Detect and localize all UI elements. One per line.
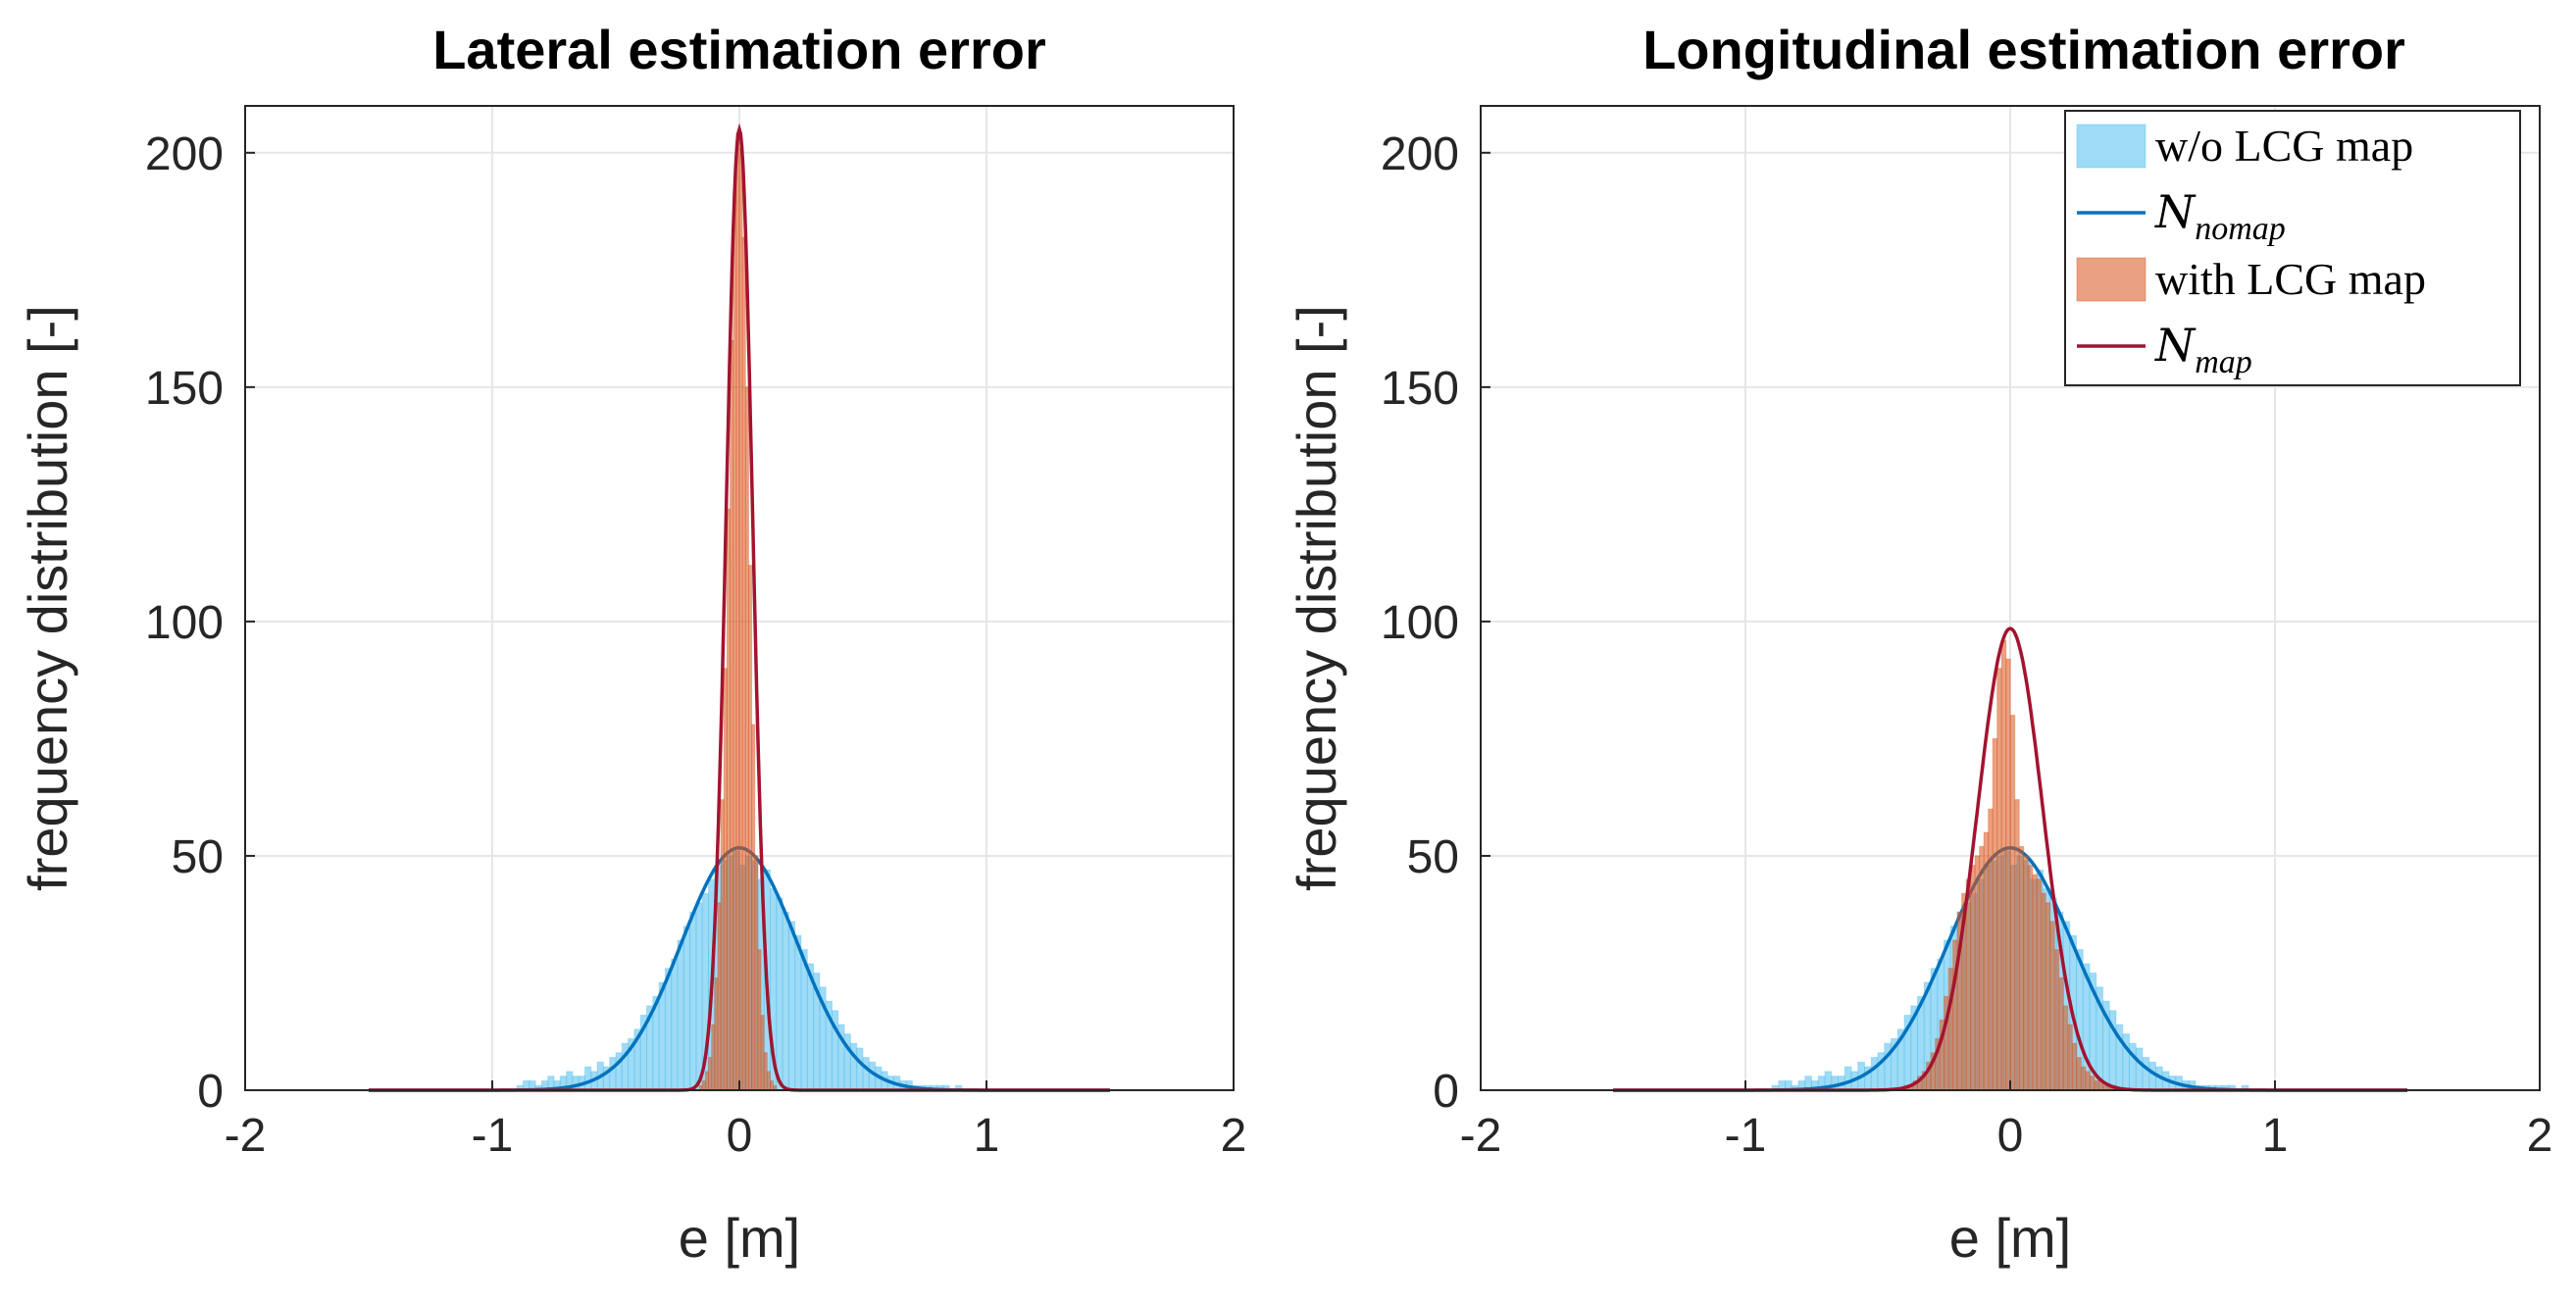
legend-label: Nmap <box>2154 319 2252 380</box>
x-tick-label: -1 <box>472 1110 514 1162</box>
histogram-bar <box>2080 1066 2087 1091</box>
x-tick-label: -1 <box>1725 1110 1767 1162</box>
histogram-bar <box>2045 902 2051 1091</box>
y-tick-label: 0 <box>197 1066 224 1118</box>
y-tick-label: 200 <box>1381 128 1459 180</box>
x-tick-label: 0 <box>1997 1110 2024 1162</box>
histogram-bar <box>1983 831 1990 1091</box>
histogram-bar <box>2053 949 2060 1091</box>
histogram-bar <box>1992 737 1998 1091</box>
y-tick-label: 200 <box>145 128 224 180</box>
histogram-bar <box>2000 639 2007 1091</box>
histogram-bar <box>2076 1057 2082 1091</box>
histogram-bar <box>800 949 808 1091</box>
histogram-bar <box>2005 658 2011 1091</box>
legend: w/o LCG map Nnomap with LCG map Nmap <box>2064 110 2521 386</box>
histogram-bar <box>2023 855 2029 1091</box>
x-tick-label: -2 <box>1460 1110 1502 1162</box>
y-tick-label: 50 <box>172 831 224 883</box>
y-tick-label: 0 <box>1433 1066 1459 1118</box>
histogram-bar <box>2049 921 2055 1091</box>
histogram-bar <box>2058 976 2064 1091</box>
histogram-bar <box>2027 865 2034 1091</box>
histogram-bar <box>1965 878 1972 1091</box>
legend-label: Nnomap <box>2154 185 2286 247</box>
histogram-bar <box>1988 808 1994 1091</box>
x-tick-label: -2 <box>225 1110 267 1162</box>
x-tick-label: 2 <box>1221 1110 1247 1162</box>
chart-title: Lateral estimation error <box>432 19 1046 80</box>
x-axis-label: e [m] <box>679 1207 800 1269</box>
histogram-bar <box>787 921 796 1091</box>
histogram-bar <box>2036 878 2043 1091</box>
histogram-bar <box>2085 1071 2091 1091</box>
histogram-bar <box>689 911 697 1091</box>
histogram-bar <box>782 911 789 1091</box>
histogram-bar <box>868 1061 877 1091</box>
y-tick-label: 150 <box>145 363 224 415</box>
histogram-bar <box>1974 855 1981 1091</box>
histogram-bar <box>572 1076 580 1091</box>
histogram-bar <box>2071 1042 2078 1091</box>
x-axis-label: e [m] <box>1949 1207 2071 1269</box>
histogram-bar <box>682 926 691 1091</box>
histogram-bar <box>2032 874 2038 1091</box>
y-tick-label: 100 <box>145 597 224 649</box>
histogram-bar <box>862 1057 870 1091</box>
histogram-bar <box>2041 892 2046 1091</box>
histogram-bar <box>2142 1057 2150 1091</box>
chart-title: Longitudinal estimation error <box>1642 19 2405 80</box>
chart-panel-0: -2 -1 0 1 2 0 50 100 150 200 Lateral estimation er… <box>17 19 1246 1269</box>
histogram-bar <box>1979 845 1985 1091</box>
legend-label: with LCG map <box>2155 254 2426 304</box>
histogram-bar <box>2089 1076 2096 1091</box>
histogram-bar <box>2018 845 2025 1091</box>
histogram-bar <box>794 934 802 1091</box>
histogram-bar <box>1996 668 2002 1091</box>
y-axis-label: frequency distribution [-] <box>17 305 78 891</box>
histogram-bar <box>2135 1047 2144 1091</box>
y-tick-label: 100 <box>1381 597 1459 649</box>
x-tick-label: 0 <box>727 1110 753 1162</box>
histogram-bar <box>671 958 679 1091</box>
histogram-bar <box>2009 715 2016 1091</box>
histogram-bar <box>1831 1076 1839 1091</box>
histogram-bar <box>695 902 703 1091</box>
histogram-bar <box>1844 1066 1852 1091</box>
x-tick-label: 2 <box>2527 1110 2553 1162</box>
histogram-bar <box>677 939 684 1091</box>
x-tick-label: 1 <box>974 1110 1000 1162</box>
legend-swatch <box>2076 257 2147 302</box>
histogram-bar <box>2148 1061 2156 1091</box>
legend-swatch <box>2076 124 2147 169</box>
histogram-bar <box>1970 865 1976 1091</box>
histogram-bar <box>2014 799 2020 1091</box>
histogram-bar <box>609 1057 617 1091</box>
histogram-bar <box>664 968 673 1091</box>
histogram-bar <box>776 897 783 1091</box>
histogram-bar <box>2062 1005 2069 1091</box>
histogram-bar <box>856 1047 864 1091</box>
histogram-bar <box>1870 1057 1879 1091</box>
histogram-bar <box>2094 1079 2099 1091</box>
y-tick-label: 150 <box>1381 363 1459 415</box>
histogram-bar <box>2067 1024 2073 1091</box>
histogram-bar <box>584 1066 592 1091</box>
legend-label: w/o LCG map <box>2155 121 2413 171</box>
y-axis-label: frequency distribution [-] <box>1286 305 1347 891</box>
chart-panel-1: -2 -1 0 1 2 0 50 100 150 200 Longitudinal estimati… <box>1286 19 2552 1269</box>
y-tick-label: 50 <box>1407 831 1459 883</box>
x-tick-label: 1 <box>2262 1110 2289 1162</box>
